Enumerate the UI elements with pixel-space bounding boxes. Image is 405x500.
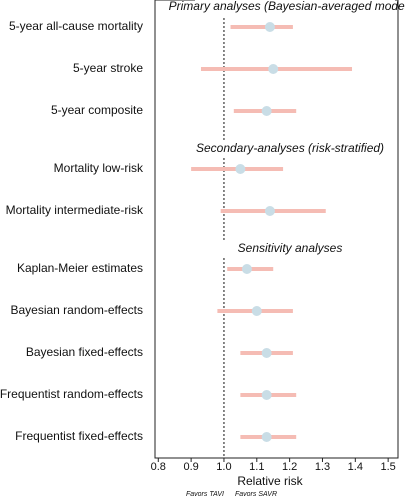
plot-frame bbox=[154, 0, 399, 459]
x-tick-label: 0.8 bbox=[151, 461, 166, 473]
row-label: Bayesian fixed-effects bbox=[26, 345, 143, 359]
x-tick-label: 1.1 bbox=[249, 461, 264, 473]
point-estimate bbox=[268, 64, 279, 74]
x-axis-label: Relative risk bbox=[237, 474, 303, 488]
point-estimate bbox=[261, 432, 272, 442]
point-estimate bbox=[261, 106, 272, 116]
section-title-bg bbox=[195, 141, 395, 157]
point-estimate bbox=[251, 306, 262, 316]
x-tick-label: 1.0 bbox=[216, 461, 231, 473]
section-title: Sensitivity analyses bbox=[238, 241, 343, 255]
point-estimate bbox=[264, 206, 275, 216]
row-label: Mortality low-risk bbox=[54, 161, 144, 175]
x-tick-label: 0.9 bbox=[183, 461, 198, 473]
section-title-bg bbox=[195, 241, 395, 257]
row-label: Bayesian random-effects bbox=[10, 303, 143, 317]
row-label: 5-year all-cause mortality bbox=[9, 19, 143, 33]
point-estimate bbox=[264, 22, 275, 32]
point-estimate bbox=[261, 348, 272, 358]
row-label: Kaplan-Meier estimates bbox=[17, 261, 143, 275]
row-label: Frequentist fixed-effects bbox=[15, 429, 143, 443]
row-label: Mortality intermediate-risk bbox=[6, 203, 144, 217]
x-tick-label: 1.3 bbox=[315, 461, 330, 473]
section-title-bg bbox=[195, 0, 395, 15]
x-tick-label: 1.4 bbox=[348, 461, 363, 473]
row-label: 5-year composite bbox=[51, 103, 143, 117]
favors-right: Favors SAVR bbox=[235, 491, 277, 498]
section-title: Primary analyses (Bayesian-averaged mode… bbox=[169, 0, 405, 13]
row-label: Frequentist random-effects bbox=[0, 387, 143, 401]
row-label: 5-year stroke bbox=[73, 61, 143, 75]
point-estimate bbox=[241, 264, 252, 274]
favors-left: Favors TAVI bbox=[186, 491, 224, 498]
point-estimate bbox=[261, 390, 272, 400]
x-tick-label: 1.5 bbox=[381, 461, 396, 473]
section-title: Secondary-analyses (risk-stratified) bbox=[196, 141, 384, 155]
x-tick-label: 1.2 bbox=[282, 461, 297, 473]
point-estimate bbox=[235, 164, 246, 174]
